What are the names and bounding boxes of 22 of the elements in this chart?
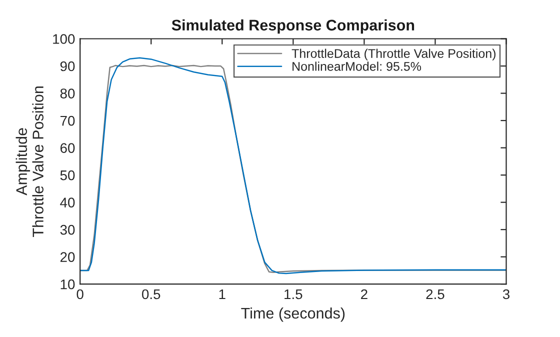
y-tick-label: 20 — [60, 252, 75, 262]
x-tick-label: 1.5 — [284, 289, 302, 300]
y-tick-label: 30 — [60, 224, 75, 235]
x-tick-label: 2.5 — [426, 289, 444, 300]
y-tick-label: 70 — [60, 116, 75, 126]
y-tick-label: 60 — [60, 143, 75, 153]
chart-title: Simulated Response Comparison — [172, 19, 414, 34]
y-tick-label: 40 — [60, 198, 75, 208]
y-tick-label: 100 — [53, 34, 75, 44]
legend-label: NonlinearModel: 95.5% — [292, 62, 422, 71]
y-tick-label: 80 — [60, 88, 75, 98]
x-tick-label: 2 — [361, 289, 368, 300]
y-tick-label: 90 — [60, 61, 75, 72]
x-tick-label: 1 — [219, 289, 226, 300]
legend-label: ThrottleData (Throttle Valve Position) — [292, 48, 496, 60]
y-axis-title: Amplitude Throttle Valve Position — [16, 86, 44, 237]
y-tick-label: 50 — [60, 170, 75, 180]
x-tick-label: 0 — [76, 289, 84, 300]
x-tick-label: 0.5 — [142, 289, 160, 300]
x-axis-title: Time (seconds) — [241, 307, 345, 322]
x-tick-label: 3 — [502, 289, 510, 300]
y-tick-label: 10 — [60, 279, 75, 290]
